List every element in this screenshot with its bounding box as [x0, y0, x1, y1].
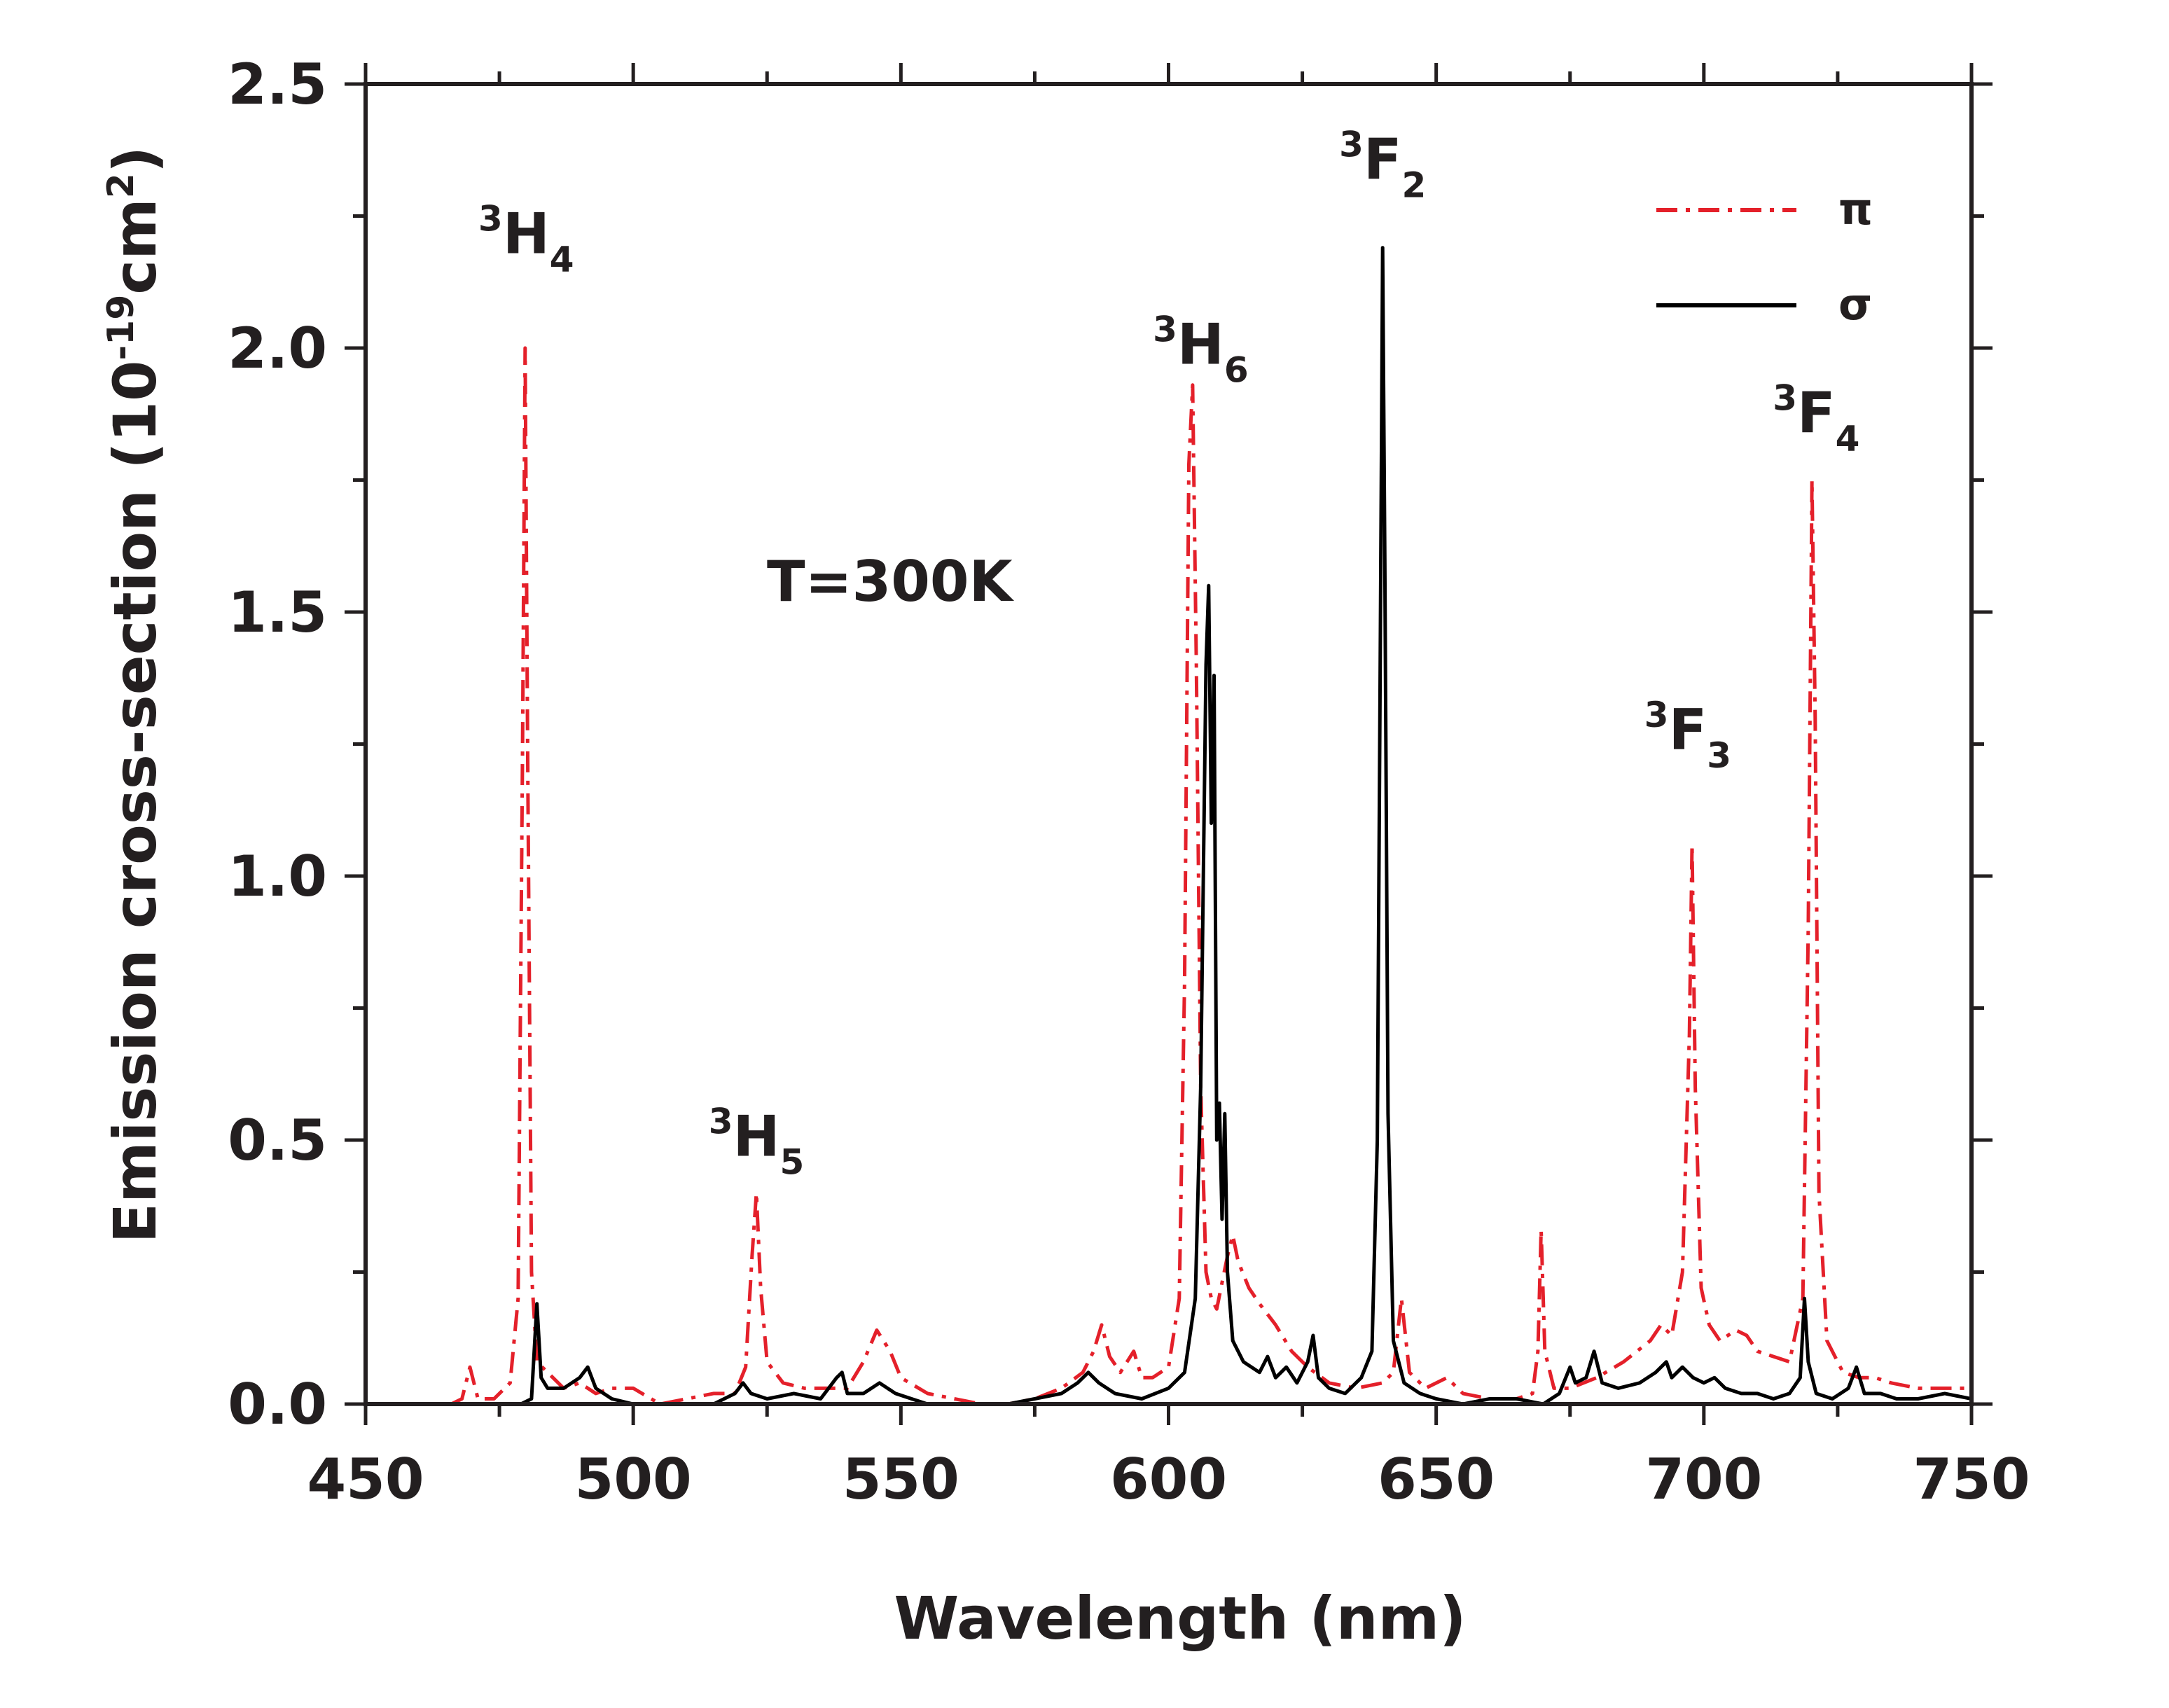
temperature-label: T=300K: [767, 549, 1015, 614]
x-tick-label: 600: [1110, 1447, 1227, 1512]
legend: π σ: [1656, 183, 1873, 330]
peak-label-sup: 3: [1773, 378, 1797, 419]
peak-label-sub: 4: [550, 239, 574, 279]
peak-label-base: F: [1364, 127, 1402, 193]
peak-label-base: H: [503, 201, 550, 266]
peak-label-F4: 3F4: [1773, 378, 1859, 459]
x-tick-label: 450: [307, 1447, 424, 1512]
peak-label-sup: 3: [1339, 125, 1364, 165]
peak-label-sup: 3: [1153, 310, 1177, 350]
x-axis-title: Wavelength (nm): [894, 1584, 1466, 1653]
y-tick-label: 2.0: [228, 316, 327, 381]
peak-label-sup: 3: [709, 1102, 733, 1142]
x-tick-label: 650: [1378, 1447, 1495, 1512]
peak-label-sub: 6: [1224, 350, 1249, 391]
series-layer: [450, 246, 1971, 1404]
peak-label-base: F: [1797, 381, 1836, 446]
peak-label-base: H: [1177, 312, 1224, 377]
y-tick-label: 1.5: [228, 580, 327, 645]
y-tick-label: 2.5: [228, 52, 327, 117]
peak-label-F3: 3F3: [1644, 695, 1731, 776]
peak-label-sup: 3: [478, 198, 503, 239]
peak-label-sub: 3: [1707, 735, 1731, 776]
series-line-pi: [450, 346, 1971, 1404]
peak-label-F2: 3F2: [1339, 125, 1426, 206]
legend-label-pi: π: [1838, 183, 1873, 235]
series-line-sigma: [520, 246, 1971, 1404]
peak-label-base: H: [733, 1104, 779, 1169]
peak-label-base: F: [1669, 697, 1707, 763]
y-tick-label: 1.0: [228, 844, 327, 909]
legend-label-sigma: σ: [1838, 279, 1872, 330]
y-axis-title-close: ): [101, 146, 169, 173]
peak-label-H5: 3H5: [709, 1102, 805, 1183]
peak-label-sup: 3: [1644, 695, 1669, 735]
x-tick-label: 550: [843, 1447, 959, 1512]
peak-label-H4: 3H4: [478, 198, 574, 279]
x-tick-label: 750: [1913, 1447, 2030, 1512]
y-axis-title-unit-exp: 2: [100, 173, 142, 198]
y-axis-title-unit: cm: [101, 198, 169, 294]
peak-label-sub: 5: [779, 1142, 804, 1183]
x-tick-label: 700: [1645, 1447, 1762, 1512]
peak-label-sub: 2: [1402, 165, 1427, 206]
ticks-layer: [345, 63, 1993, 1425]
y-tick-label: 0.5: [228, 1108, 327, 1173]
peak-label-H6: 3H6: [1153, 310, 1249, 391]
y-axis-title: Emission cross-section (10-19cm2): [100, 146, 169, 1244]
labels-layer: 450 500 550 600 650 700 750 0.0 0.5 1.0 1.5 2.0 2.5: [228, 52, 2030, 1512]
y-axis-title-main: Emission cross-section (10: [101, 361, 169, 1244]
peak-label-sub: 4: [1836, 419, 1860, 459]
y-tick-label: 0.0: [228, 1372, 327, 1437]
x-tick-label: 500: [575, 1447, 692, 1512]
y-axis-title-exp: -19: [100, 295, 142, 361]
